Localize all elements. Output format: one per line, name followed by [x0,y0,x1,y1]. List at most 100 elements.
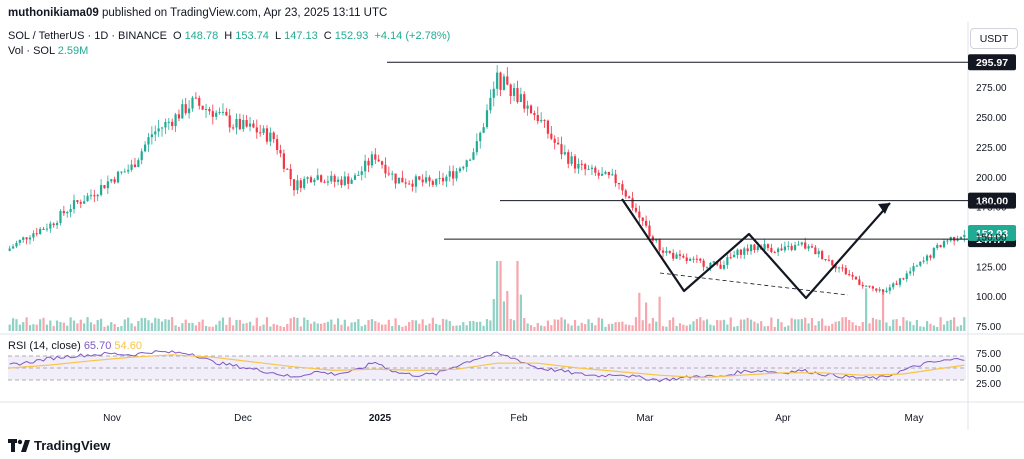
candle-body [221,111,225,113]
candle-body [160,127,164,129]
candle-body [570,156,573,164]
volume-bar [448,321,451,331]
rsi-value: 65.70 [83,340,112,352]
volume-bar [431,317,434,331]
volume-bar [167,319,170,331]
candle-body [238,118,241,130]
candle-body [722,264,726,269]
volume-bar [648,323,651,331]
candle-body [32,233,35,238]
currency-button[interactable]: USDT [970,28,1018,49]
candle-body [888,287,891,291]
volume-bar [841,317,844,331]
candle-body [783,246,786,251]
candle-body [255,127,258,133]
volume-bar [414,320,418,331]
volume-bar [963,317,966,331]
volume-bar [313,321,316,331]
volume-bar [922,326,925,331]
volume-bar [465,325,468,331]
candle-body [800,242,803,245]
candle-body [262,128,265,133]
author-name[interactable]: muthonikiama09 [8,7,99,19]
candle-body [851,274,854,277]
volume-bar [245,323,248,331]
candle-body [675,254,678,259]
candle-body [218,112,221,114]
rsi-tick-label: 75.00 [976,349,1001,360]
candle-body [462,166,465,169]
volume-bar [760,321,763,331]
volume-bar [567,323,570,331]
volume-bar [597,317,600,331]
candle-body [529,105,533,114]
candle-body [858,279,861,285]
volume-bar [871,317,875,331]
volume-bar [272,323,275,331]
tradingview-logo[interactable]: TradingView [8,438,110,453]
candle-body [550,133,553,139]
candle-body [380,161,384,165]
volume-bar [154,317,157,331]
volume-bar [506,291,509,331]
price-tick-label: 200.00 [976,173,1007,184]
volume-bar [479,321,482,331]
symbol-name[interactable]: SOL / TetherUS · 1D · BINANCE [8,30,167,42]
candle-body [821,251,824,260]
volume-bar [746,317,749,331]
volume-bar [787,325,790,331]
candle-body [665,250,668,253]
volume-bar [936,326,939,331]
candle-body [127,169,130,172]
volume-bar [292,317,296,331]
volume-label: Vol · SOL [8,45,55,57]
candle-body [929,255,932,258]
candle-body [11,246,15,249]
candle-body [810,246,814,248]
candle-body [597,172,600,176]
candle-body [492,88,495,98]
candle-body [333,175,336,182]
volume-bar [533,326,536,331]
candle-body [215,112,218,117]
candle-body [719,264,722,269]
candle-body [8,248,11,251]
volume-bar [472,320,475,331]
candle-body [343,176,346,185]
volume-bar [716,320,719,331]
volume-bar [174,325,177,331]
volume-bar [722,319,726,331]
volume-bar [49,320,52,331]
candle-body [496,72,499,89]
candle-body [925,255,929,261]
volume-bar [489,320,492,331]
candle-body [347,176,350,184]
candle-body [919,261,922,266]
volume-bar [611,323,614,331]
candle-body [621,184,624,191]
volume-bar [232,325,235,331]
volume-bar [99,318,103,331]
candle-body [705,266,709,268]
volume-bar [959,325,963,331]
candle-body [567,152,570,164]
candle-body [563,152,566,155]
candle-body [438,177,441,179]
candle-body [553,138,556,143]
candle-body [512,87,516,96]
candle-body [350,179,353,184]
volume-bar [556,319,560,331]
candle-body [546,120,550,134]
volume-bar [89,322,93,331]
time-tick-label: 2025 [369,413,392,424]
volume-bar [546,320,550,331]
volume-bar [733,326,736,331]
volume-bar [560,317,563,331]
candle-body [235,118,238,128]
axes: 295.97180.00147.77152.9375.00100.00125.0… [103,54,1016,424]
candle-body [69,209,72,213]
volume-bar [320,323,323,331]
volume-bar [347,326,350,331]
volume-bar [330,319,333,331]
